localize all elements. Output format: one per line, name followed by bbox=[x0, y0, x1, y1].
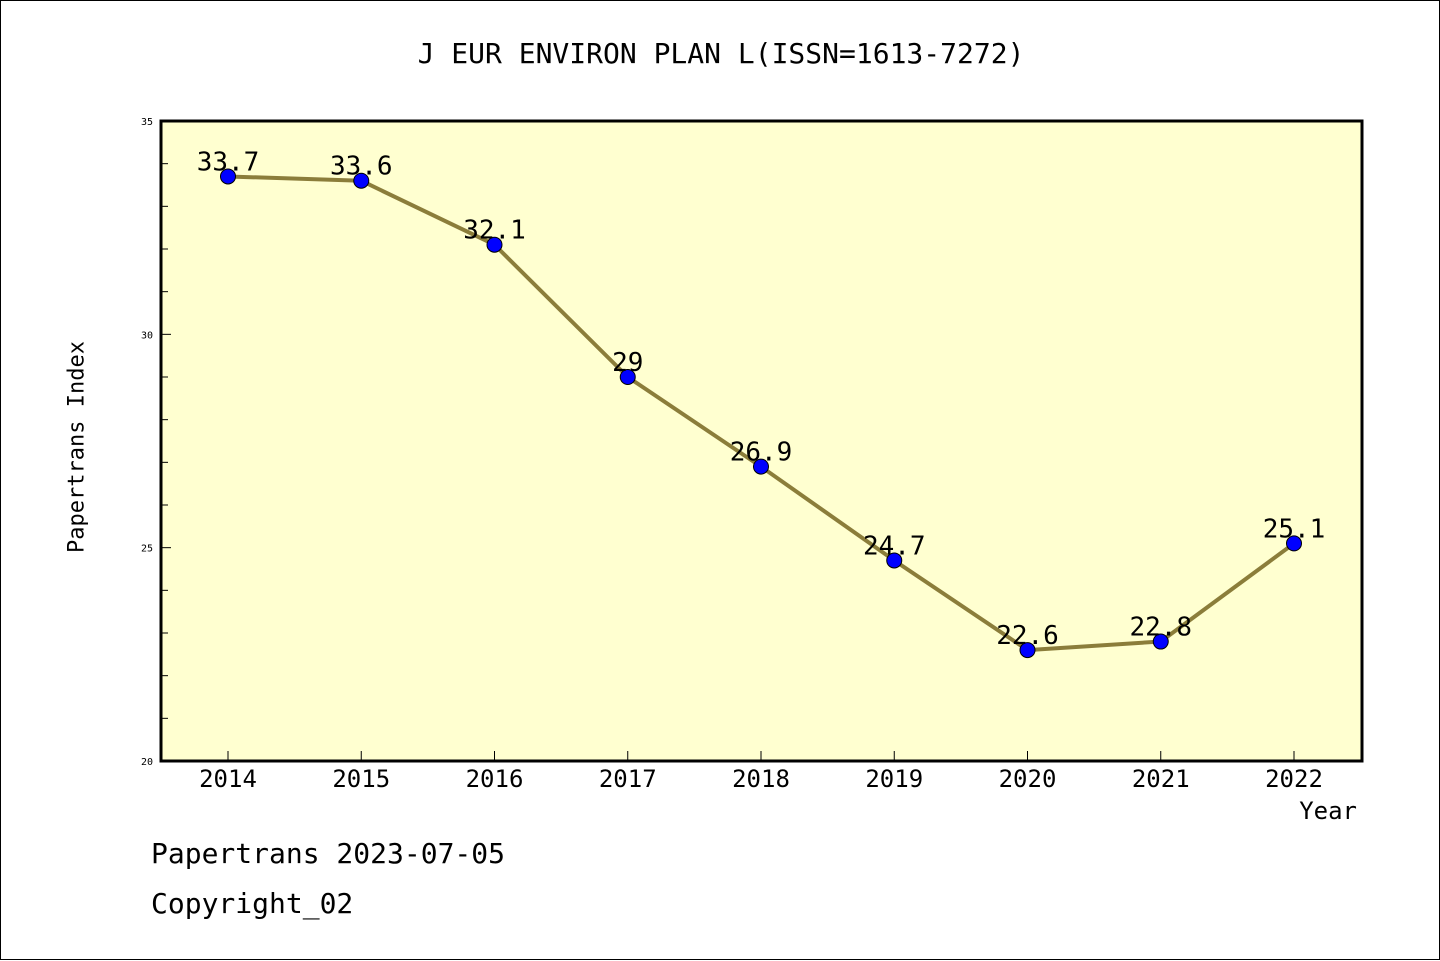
data-point bbox=[353, 172, 370, 189]
data-label: 24.7 bbox=[863, 531, 926, 561]
data-point bbox=[220, 168, 236, 185]
x-tick-label: 2021 bbox=[1132, 765, 1190, 793]
data-label: 33.6 bbox=[330, 152, 393, 182]
y-tick-label: 30 bbox=[141, 330, 153, 341]
plot-border bbox=[159, 119, 1364, 763]
data-point bbox=[886, 552, 903, 569]
x-axis-label: Year bbox=[1299, 797, 1357, 825]
data-point bbox=[753, 458, 769, 475]
data-label: 22.8 bbox=[1129, 613, 1192, 643]
data-label: 22.6 bbox=[996, 621, 1059, 651]
x-tick-label: 2016 bbox=[466, 765, 524, 793]
x-tick-label: 2019 bbox=[865, 765, 923, 793]
footer-date: Papertrans 2023-07-05 bbox=[151, 837, 506, 870]
data-point bbox=[619, 369, 636, 385]
y-tick-label: 20 bbox=[141, 757, 153, 768]
x-tick-label: 2022 bbox=[1265, 765, 1323, 793]
data-label: 32.1 bbox=[463, 216, 526, 246]
data-points bbox=[220, 168, 1302, 659]
data-label: 29 bbox=[612, 348, 643, 378]
data-label: 26.9 bbox=[730, 438, 793, 468]
y-tick-label: 25 bbox=[141, 544, 153, 555]
y-tick-label: 35 bbox=[141, 117, 153, 128]
data-label: 33.7 bbox=[197, 147, 260, 177]
x-tick-label: 2015 bbox=[332, 765, 390, 793]
data-label: 25.1 bbox=[1263, 514, 1326, 544]
x-axis: 2014 2015 2016 2017 2018 2019 2020 2021 2022 bbox=[199, 751, 1323, 793]
data-point bbox=[486, 236, 503, 253]
x-tick-label: 2018 bbox=[732, 765, 790, 793]
x-tick-label: 2020 bbox=[999, 765, 1057, 793]
data-point bbox=[1152, 633, 1169, 650]
chart-title: J EUR ENVIRON PLAN L(ISSN=1613-7272) bbox=[417, 37, 1025, 70]
x-tick-label: 2017 bbox=[599, 765, 657, 793]
footer-copyright: Copyright_02 bbox=[151, 887, 354, 920]
plot-area bbox=[161, 121, 1362, 761]
data-point bbox=[1019, 642, 1036, 659]
data-point bbox=[1286, 535, 1302, 552]
x-tick-label: 2014 bbox=[199, 765, 257, 793]
data-labels: 33.7 33.6 32.1 29 26.9 24.7 22.6 22.8 25.1 bbox=[197, 147, 1326, 651]
